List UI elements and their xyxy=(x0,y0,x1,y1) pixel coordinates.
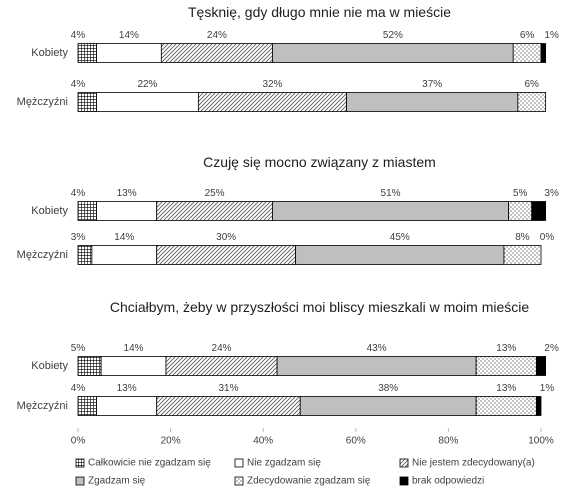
data-label: 1% xyxy=(540,383,555,394)
data-label: 4% xyxy=(71,30,86,41)
data-label: 6% xyxy=(520,30,535,41)
data-label: 32% xyxy=(262,79,282,90)
data-label: 6% xyxy=(525,79,540,90)
bar-segment xyxy=(77,396,97,416)
bar-segment xyxy=(272,43,514,63)
data-label: 8% xyxy=(515,232,530,243)
bar-segment xyxy=(475,396,537,416)
bar-segment xyxy=(276,356,477,376)
category-label: Kobiety xyxy=(31,360,68,372)
data-label: 45% xyxy=(390,232,410,243)
bar-segment xyxy=(531,201,547,221)
data-label: 13% xyxy=(117,383,137,394)
bar-segment xyxy=(346,92,519,112)
bar-segment xyxy=(295,245,505,265)
category-label: Kobiety xyxy=(31,205,68,217)
bar-segment xyxy=(156,245,297,265)
x-tick-label: 60% xyxy=(346,436,366,447)
bar-segment xyxy=(535,396,542,416)
legend-swatch xyxy=(234,476,244,486)
bar-segment xyxy=(272,201,509,221)
category-label: Mężczyźni xyxy=(17,400,68,412)
data-label: 14% xyxy=(119,30,139,41)
legend-label: Nie jestem zdecydowany(a) xyxy=(412,458,535,469)
bar-segment xyxy=(508,201,533,221)
data-label: 52% xyxy=(383,30,403,41)
x-tick-label: 80% xyxy=(438,436,458,447)
legend-label: Zdecydowanie zgadzam się xyxy=(247,476,371,487)
chart-title: Tęsknię, gdy długo mnie nie ma w mieście xyxy=(187,4,451,20)
data-label: 4% xyxy=(71,188,86,199)
data-label: 5% xyxy=(513,188,528,199)
legend-label: Zgadzam się xyxy=(88,476,146,487)
data-label: 30% xyxy=(216,232,236,243)
x-tick-label: 20% xyxy=(161,436,181,447)
chart-title: Chciałbym, żeby w przyszłości moi bliscy… xyxy=(109,299,530,315)
x-tick-label: 0% xyxy=(71,436,86,447)
bar-segment xyxy=(475,356,537,376)
bar-segment xyxy=(503,245,542,265)
chart-title: Czuję się mocno związany z miastem xyxy=(203,154,436,170)
data-label: 25% xyxy=(205,188,225,199)
bar-segment xyxy=(91,245,158,265)
category-label: Mężczyźni xyxy=(17,96,68,108)
bar-segment xyxy=(77,201,97,221)
bar-segment xyxy=(77,43,97,63)
data-label: 4% xyxy=(71,383,86,394)
data-label: 22% xyxy=(137,79,157,90)
data-label: 3% xyxy=(544,188,559,199)
bar-segment xyxy=(156,201,273,221)
data-label: 2% xyxy=(544,343,559,354)
data-label: 5% xyxy=(71,343,86,354)
category-label: Kobiety xyxy=(31,47,68,59)
legend-label: Całkowicie nie zgadzam się xyxy=(88,458,211,469)
data-label: 14% xyxy=(124,343,144,354)
legend-label: Nie zgadzam się xyxy=(247,458,321,469)
bar-segment xyxy=(77,92,97,112)
data-label: 3% xyxy=(71,232,86,243)
data-label: 37% xyxy=(422,79,442,90)
bar-segment xyxy=(96,396,158,416)
data-label: 1% xyxy=(544,30,559,41)
data-label: 14% xyxy=(114,232,134,243)
data-label: 43% xyxy=(367,343,387,354)
legend-swatch xyxy=(75,458,85,468)
bar-segment xyxy=(77,356,102,376)
legend-label: brak odpowiedzi xyxy=(412,476,484,487)
bar-segment xyxy=(197,92,347,112)
category-label: Mężczyźni xyxy=(17,249,68,261)
bar-segment xyxy=(77,245,93,265)
data-label: 24% xyxy=(212,343,232,354)
data-label: 4% xyxy=(71,79,86,90)
bar-segment xyxy=(299,396,477,416)
bar-segment xyxy=(100,356,167,376)
data-label: 51% xyxy=(381,188,401,199)
data-label: 38% xyxy=(378,383,398,394)
bar-segment xyxy=(96,92,199,112)
data-label: 13% xyxy=(117,188,137,199)
data-label: 0% xyxy=(540,232,555,243)
bar-segment xyxy=(517,92,547,112)
bar-segment xyxy=(512,43,542,63)
legend-swatch xyxy=(399,458,409,468)
x-tick-label: 100% xyxy=(528,436,554,447)
bar-segment xyxy=(156,396,301,416)
data-label: 13% xyxy=(496,343,516,354)
bar-segment xyxy=(96,43,162,63)
bar-segment xyxy=(540,43,547,63)
bar-segment xyxy=(165,356,278,376)
data-label: 13% xyxy=(496,383,516,394)
bar-segment xyxy=(535,356,547,376)
legend-swatch xyxy=(399,476,409,486)
x-tick-label: 40% xyxy=(253,436,273,447)
legend-swatch xyxy=(75,476,85,486)
bar-segment xyxy=(160,43,273,63)
data-label: 24% xyxy=(207,30,227,41)
legend-swatch xyxy=(234,458,244,468)
bar-segment xyxy=(96,201,158,221)
data-label: 31% xyxy=(218,383,238,394)
